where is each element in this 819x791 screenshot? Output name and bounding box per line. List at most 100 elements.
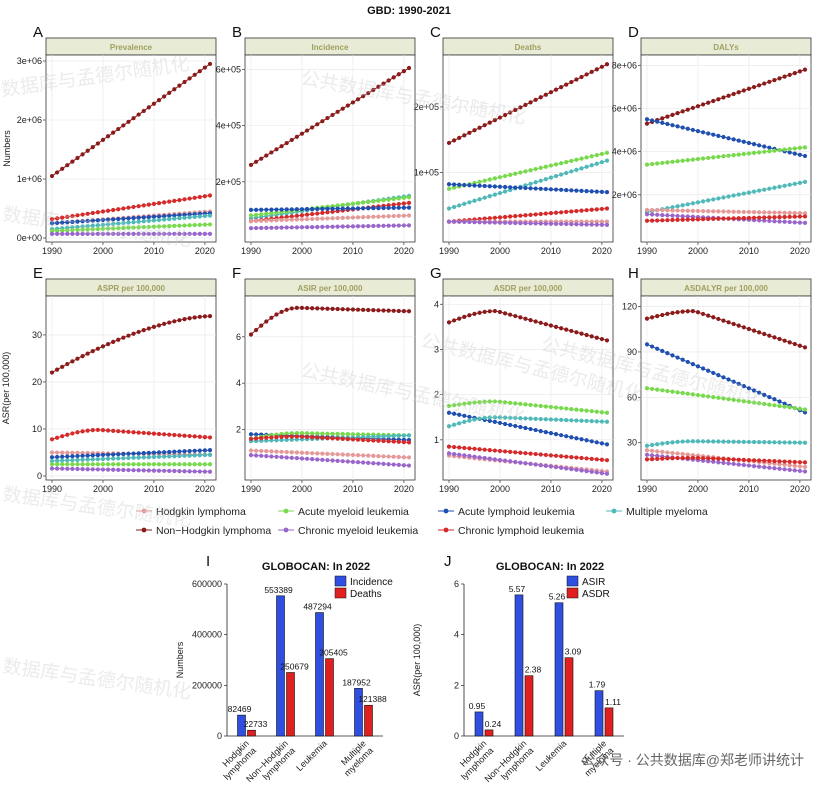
data-point-cll <box>335 436 340 441</box>
data-point-nhl <box>477 310 482 315</box>
data-point-cml <box>670 213 675 218</box>
data-point-nhl <box>574 330 579 335</box>
data-point-cll <box>116 207 121 212</box>
y-axis-label: ASR(per 100,000) <box>1 352 11 425</box>
data-point-aml <box>579 156 584 161</box>
legend-label: Acute myeloid leukemia <box>298 506 409 518</box>
data-point-nhl <box>736 90 741 95</box>
data-point-aml <box>736 152 741 157</box>
data-point-aml <box>366 199 371 205</box>
data-point-aml <box>202 462 208 467</box>
data-point-all <box>401 205 407 210</box>
data-point-all <box>269 207 274 212</box>
data-point-nhl <box>192 72 197 77</box>
data-point-hodgkin <box>685 452 690 457</box>
data-point-aml <box>502 173 508 179</box>
data-point-cml <box>54 466 60 471</box>
bar-asdr <box>564 657 574 737</box>
bar-incidence <box>354 688 363 737</box>
data-point-nhl <box>121 335 126 340</box>
data-point-aml <box>146 224 151 230</box>
data-point-all <box>167 213 172 218</box>
data-point-cml <box>467 453 472 459</box>
data-point-cml <box>782 467 787 472</box>
data-point-aml <box>711 395 716 400</box>
facet-strip-label: Deaths <box>515 43 542 52</box>
data-point-cll <box>381 438 386 444</box>
data-point-cml <box>579 222 584 227</box>
data-point-cll <box>599 457 605 462</box>
data-point-nhl <box>462 314 467 319</box>
data-point-cml <box>482 455 487 461</box>
data-point-cll <box>294 434 299 439</box>
bar-asir <box>474 711 484 737</box>
data-point-mm <box>202 452 208 458</box>
data-point-cll <box>457 445 462 450</box>
data-point-cml <box>105 231 111 236</box>
data-point-cll <box>131 204 136 210</box>
data-point-all <box>574 436 579 441</box>
bar-asir <box>594 690 604 737</box>
data-point-aml <box>649 386 655 392</box>
panel-letter: B <box>232 24 242 41</box>
data-point-mm <box>589 163 594 168</box>
data-point-all <box>376 205 381 211</box>
data-point-cml <box>325 458 330 463</box>
data-point-cll <box>401 201 407 206</box>
data-point-hodgkin <box>325 451 330 456</box>
bar-value-label: 0.95 <box>469 701 486 711</box>
data-point-aml <box>105 462 111 467</box>
data-point-aml <box>777 148 782 153</box>
data-point-aml <box>350 201 356 206</box>
data-point-cml <box>584 222 589 227</box>
data-point-all <box>355 206 361 211</box>
bar-value-label: 3.09 <box>565 647 582 657</box>
data-point-aml <box>675 390 680 395</box>
data-point-mm <box>721 195 726 200</box>
data-point-mm <box>116 456 121 461</box>
data-point-cml <box>207 231 213 236</box>
data-point-aml <box>787 146 792 152</box>
y-tick-label: 120 <box>622 302 637 312</box>
x-tick-label: 2010 <box>739 246 759 256</box>
data-point-aml <box>162 224 167 229</box>
data-point-nhl <box>644 316 650 321</box>
data-point-cll <box>518 450 523 455</box>
data-point-cml <box>446 219 452 224</box>
data-point-cml <box>177 231 182 236</box>
data-point-hodgkin <box>361 215 366 220</box>
data-point-all <box>100 452 106 458</box>
data-point-cll <box>172 198 177 203</box>
data-point-mm <box>782 183 787 188</box>
data-point-mm <box>644 443 650 448</box>
data-point-nhl <box>649 315 655 320</box>
data-point-cml <box>335 224 340 229</box>
data-point-cml <box>543 221 548 226</box>
bar-value-label: 1.11 <box>605 697 621 707</box>
data-point-hodgkin <box>594 219 599 224</box>
data-point-mm <box>70 458 75 463</box>
data-point-all <box>670 123 675 128</box>
data-point-nhl <box>396 308 401 314</box>
data-point-cml <box>376 461 381 466</box>
data-point-nhl <box>366 90 371 96</box>
x-tick-label: 2020 <box>790 246 810 256</box>
data-point-mm <box>772 185 777 190</box>
data-point-aml <box>482 178 487 183</box>
facet-strip-label: ASDR per 100,000 <box>494 284 563 293</box>
data-point-cml <box>304 225 310 230</box>
data-point-nhl <box>700 311 706 317</box>
data-point-cll <box>538 211 543 217</box>
data-point-mm <box>523 416 528 421</box>
data-point-aml <box>335 431 340 437</box>
data-point-all <box>345 206 350 211</box>
plot-frame <box>244 295 416 481</box>
data-point-mm <box>111 456 116 461</box>
data-point-all <box>80 219 85 224</box>
data-point-cll <box>579 208 584 213</box>
data-point-hodgkin <box>248 448 254 453</box>
panel-letter: F <box>232 265 241 282</box>
data-point-cll <box>320 435 325 440</box>
data-point-cml <box>396 462 401 467</box>
data-point-all <box>680 357 685 362</box>
